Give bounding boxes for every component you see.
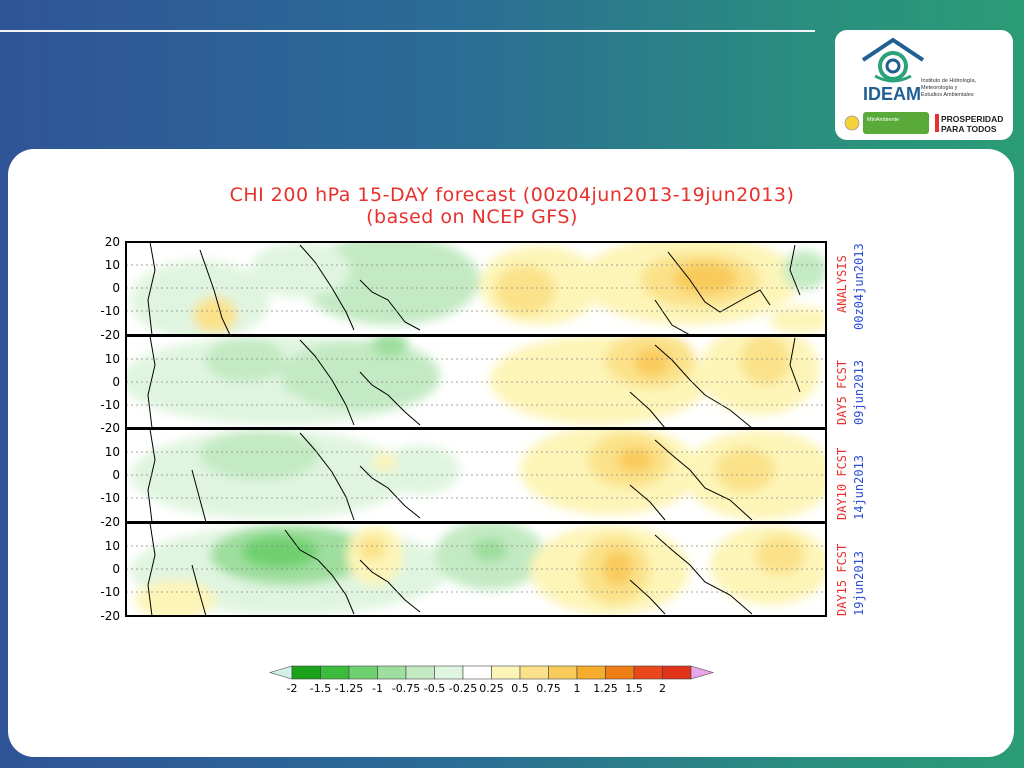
- colorbar-label: 0.5: [511, 682, 529, 695]
- colorbar-label: -1.5: [310, 682, 331, 695]
- lat-tick: -10: [100, 398, 120, 412]
- colorbar-label: 0.75: [536, 682, 561, 695]
- panel-label-day15: DAY15 FCST 19jun2013: [835, 544, 866, 616]
- colorbar-under-arrow: [268, 665, 293, 680]
- coastlines-day5: [147, 336, 801, 428]
- panel-label-analysis: ANALYSIS 00z04jun2013: [835, 243, 866, 330]
- lat-tick: -20: [100, 609, 120, 623]
- panel-label-day5: DAY5 FCST 09jun2013: [835, 360, 866, 425]
- panel-date: 19jun2013: [852, 551, 866, 616]
- colorbar-swatch: [348, 665, 378, 680]
- panel-day10: [130, 429, 826, 522]
- header-rule: [0, 30, 815, 32]
- colorbar-label: 2: [659, 682, 666, 695]
- lat-labels-panel-1: 10 0 -10 -20: [100, 352, 120, 435]
- logo-subtitle-3: Estudios Ambientales: [921, 92, 974, 98]
- lat-tick: 0: [112, 281, 120, 295]
- colorbar-swatch: [576, 665, 606, 680]
- lat-tick: -10: [100, 304, 120, 318]
- colorbar-swatch: [320, 665, 350, 680]
- colorbar-swatch: [519, 665, 549, 680]
- colorbar-label: -2: [287, 682, 298, 695]
- colorbar-label: 1.25: [593, 682, 618, 695]
- colorbar-label: 1: [574, 682, 581, 695]
- panel-label-day10: DAY10 FCST 14jun2013: [835, 448, 866, 520]
- lat-labels-panel-0: 20 10 0 -10 -20: [100, 235, 120, 342]
- colorbar-label: 1.5: [625, 682, 643, 695]
- colorbar-legend: -2 -1.5 -1.25 -1 -0.75 -0.5 -0.25 0.25 0.5 0.75 1 1…: [268, 665, 715, 695]
- colorbar-label: -1.25: [335, 682, 363, 695]
- map-subtitle: (based on NCEP GFS): [366, 206, 578, 228]
- slogan-line-2: PARA TODOS: [941, 124, 997, 134]
- ideam-logo-icon: IDEAM Instituto de Hidrología, Meteorolo…: [844, 37, 1003, 134]
- lat-tick: -20: [100, 421, 120, 435]
- colorbar-swatch: [605, 665, 635, 680]
- anomaly-field-day10: [130, 429, 826, 520]
- colorbar-swatch: [662, 665, 692, 680]
- colorbar-swatch: [377, 665, 407, 680]
- lat-tick: 10: [105, 258, 120, 272]
- lat-tick: 0: [112, 375, 120, 389]
- panel-title: ANALYSIS: [835, 255, 849, 313]
- panel-analysis: [130, 242, 826, 335]
- coastlines-analysis: [147, 242, 801, 335]
- panel-date: 00z04jun2013: [852, 243, 866, 330]
- lat-tick: 0: [112, 468, 120, 482]
- ministry-badge: [863, 112, 929, 134]
- panel-title: DAY5 FCST: [835, 360, 849, 425]
- lat-tick: -10: [100, 585, 120, 599]
- logo-subtitle-1: Instituto de Hidrología,: [921, 78, 977, 84]
- coastlines-day15: [147, 523, 753, 616]
- lat-tick: -10: [100, 491, 120, 505]
- panel-date: 09jun2013: [852, 360, 866, 425]
- lat-tick: 0: [112, 562, 120, 576]
- lat-labels-panel-3: 10 0 -10 -20: [100, 539, 120, 623]
- anomaly-field-day5: [126, 336, 820, 425]
- colorbar-swatch: [291, 665, 321, 680]
- colorbar-swatch: [633, 665, 663, 680]
- ideam-logo-card: IDEAM Instituto de Hidrología, Meteorolo…: [835, 30, 1013, 140]
- colorbar-swatch: [491, 665, 521, 680]
- lat-tick: 10: [105, 539, 120, 553]
- panel-date: 14jun2013: [852, 455, 866, 520]
- colorbar-swatch: [462, 665, 492, 680]
- colorbar-swatch: [548, 665, 578, 680]
- colorbar-label: -0.5: [424, 682, 445, 695]
- colorbar-over-arrow: [690, 665, 715, 680]
- panel-title: DAY15 FCST: [835, 544, 849, 616]
- lat-tick: 20: [105, 235, 120, 249]
- lat-tick: -20: [100, 328, 120, 342]
- anomaly-field-day15: [130, 523, 826, 616]
- anomaly-field-analysis: [130, 242, 826, 335]
- logo-name: IDEAM: [863, 84, 921, 104]
- colorbar-label: -0.25: [449, 682, 477, 695]
- ministry-label: MinAmbiente: [867, 117, 899, 123]
- panel-frames: [125, 241, 827, 617]
- colorbar-label: -0.75: [392, 682, 420, 695]
- slogan-line-1: PROSPERIDAD: [941, 114, 1003, 124]
- panel-day5: [126, 336, 820, 428]
- logo-subtitle-2: Meteorología y: [921, 85, 958, 91]
- colorbar-label: 0.25: [479, 682, 504, 695]
- colorbar-swatch: [434, 665, 464, 680]
- colorbar-label: -1: [372, 682, 383, 695]
- lat-tick: 10: [105, 352, 120, 366]
- panel-title: DAY10 FCST: [835, 448, 849, 520]
- colombia-seal-icon: [844, 115, 860, 131]
- latitude-gridlines: [126, 264, 826, 593]
- lat-labels-panel-2: 10 0 -10 -20: [100, 445, 120, 529]
- lat-tick: 10: [105, 445, 120, 459]
- colorbar-swatch: [405, 665, 435, 680]
- panel-day15: [130, 523, 826, 616]
- lat-tick: -20: [100, 515, 120, 529]
- map-title: CHI 200 hPa 15-DAY forecast (00z04jun201…: [229, 184, 795, 206]
